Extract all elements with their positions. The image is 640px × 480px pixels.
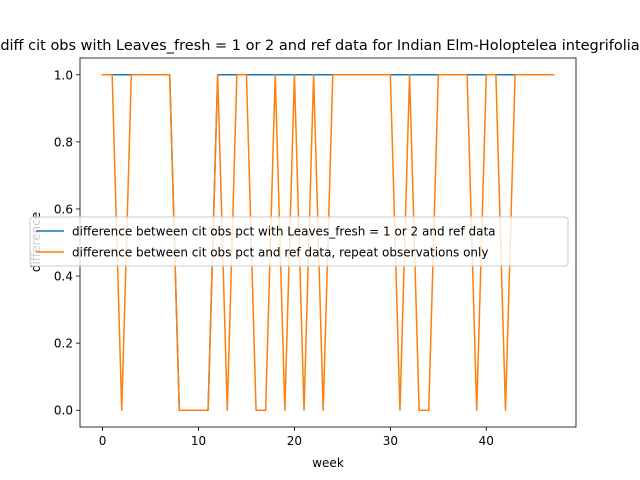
y-tick-label: 0.8: [54, 135, 73, 149]
y-tick-label: 0.2: [54, 337, 73, 351]
y-tick-label: 1.0: [54, 68, 73, 82]
legend-label-series-1: difference between cit obs pct with Leav…: [72, 225, 496, 239]
legend-label-series-2: difference between cit obs pct and ref d…: [72, 246, 488, 260]
legend: difference between cit obs pct with Leav…: [29, 216, 569, 267]
x-tick-label: 40: [479, 434, 494, 448]
y-tick-label: 0.0: [54, 404, 73, 418]
x-tick-label: 10: [191, 434, 206, 448]
x-tick-label: 30: [383, 434, 398, 448]
y-tick-label: 0.4: [54, 270, 73, 284]
y-tick-label: 0.6: [54, 202, 73, 216]
x-tick-label: 20: [287, 434, 302, 448]
x-axis-label: week: [312, 456, 344, 470]
ticks-layer: 0 10 20 30 40 0.0 0.2 0.4 0.6 0.8 1.0: [54, 68, 494, 448]
legend-box: [29, 216, 569, 267]
x-tick-label: 0: [99, 434, 107, 448]
chart-title: diff cit obs with Leaves_fresh = 1 or 2 …: [0, 38, 639, 54]
